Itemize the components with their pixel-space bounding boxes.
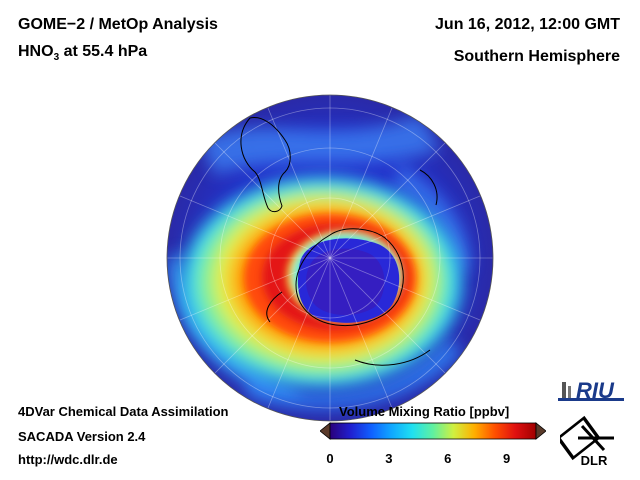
title-line1: GOME−2 / MetOp Analysis [18,16,218,33]
dlr-logo-icon [560,415,614,461]
title-species: HNO [18,43,54,60]
dlr-logo: DLR [560,415,614,468]
colorbar [320,422,546,440]
title-level: at 55.4 hPa [59,43,148,60]
footer-url: http://wdc.dlr.de [18,452,118,467]
colorbar-gradient [329,422,537,440]
colorbar-min-arrow [320,422,331,440]
region-label: Southern Hemisphere [453,48,620,65]
colorbar-tick-label: 0 [326,451,334,466]
colorbar-tick-label: 6 [444,451,452,466]
riu-logo-text: RIU [576,378,615,403]
title-line2: HNO3 at 55.4 hPa [18,43,147,63]
globe [167,95,493,421]
title-subscript: 3 [53,52,60,64]
riu-logo: RIU [558,378,624,403]
colorbar-tick-label: 3 [385,451,393,466]
colorbar-max-arrow [535,422,546,440]
date-label: Jun 16, 2012, 12:00 GMT [435,16,620,33]
dlr-logo-text: DLR [581,453,608,468]
riu-logo-icon [558,382,624,401]
footer-line1: 4DVar Chemical Data Assimilation [18,404,229,419]
colorbar-title: Volume Mixing Ratio [ppbv] [339,404,510,419]
footer-line2: SACADA Version 2.4 [18,429,146,444]
coastline [240,116,438,366]
colorbar-tick-label: 9 [502,451,511,466]
